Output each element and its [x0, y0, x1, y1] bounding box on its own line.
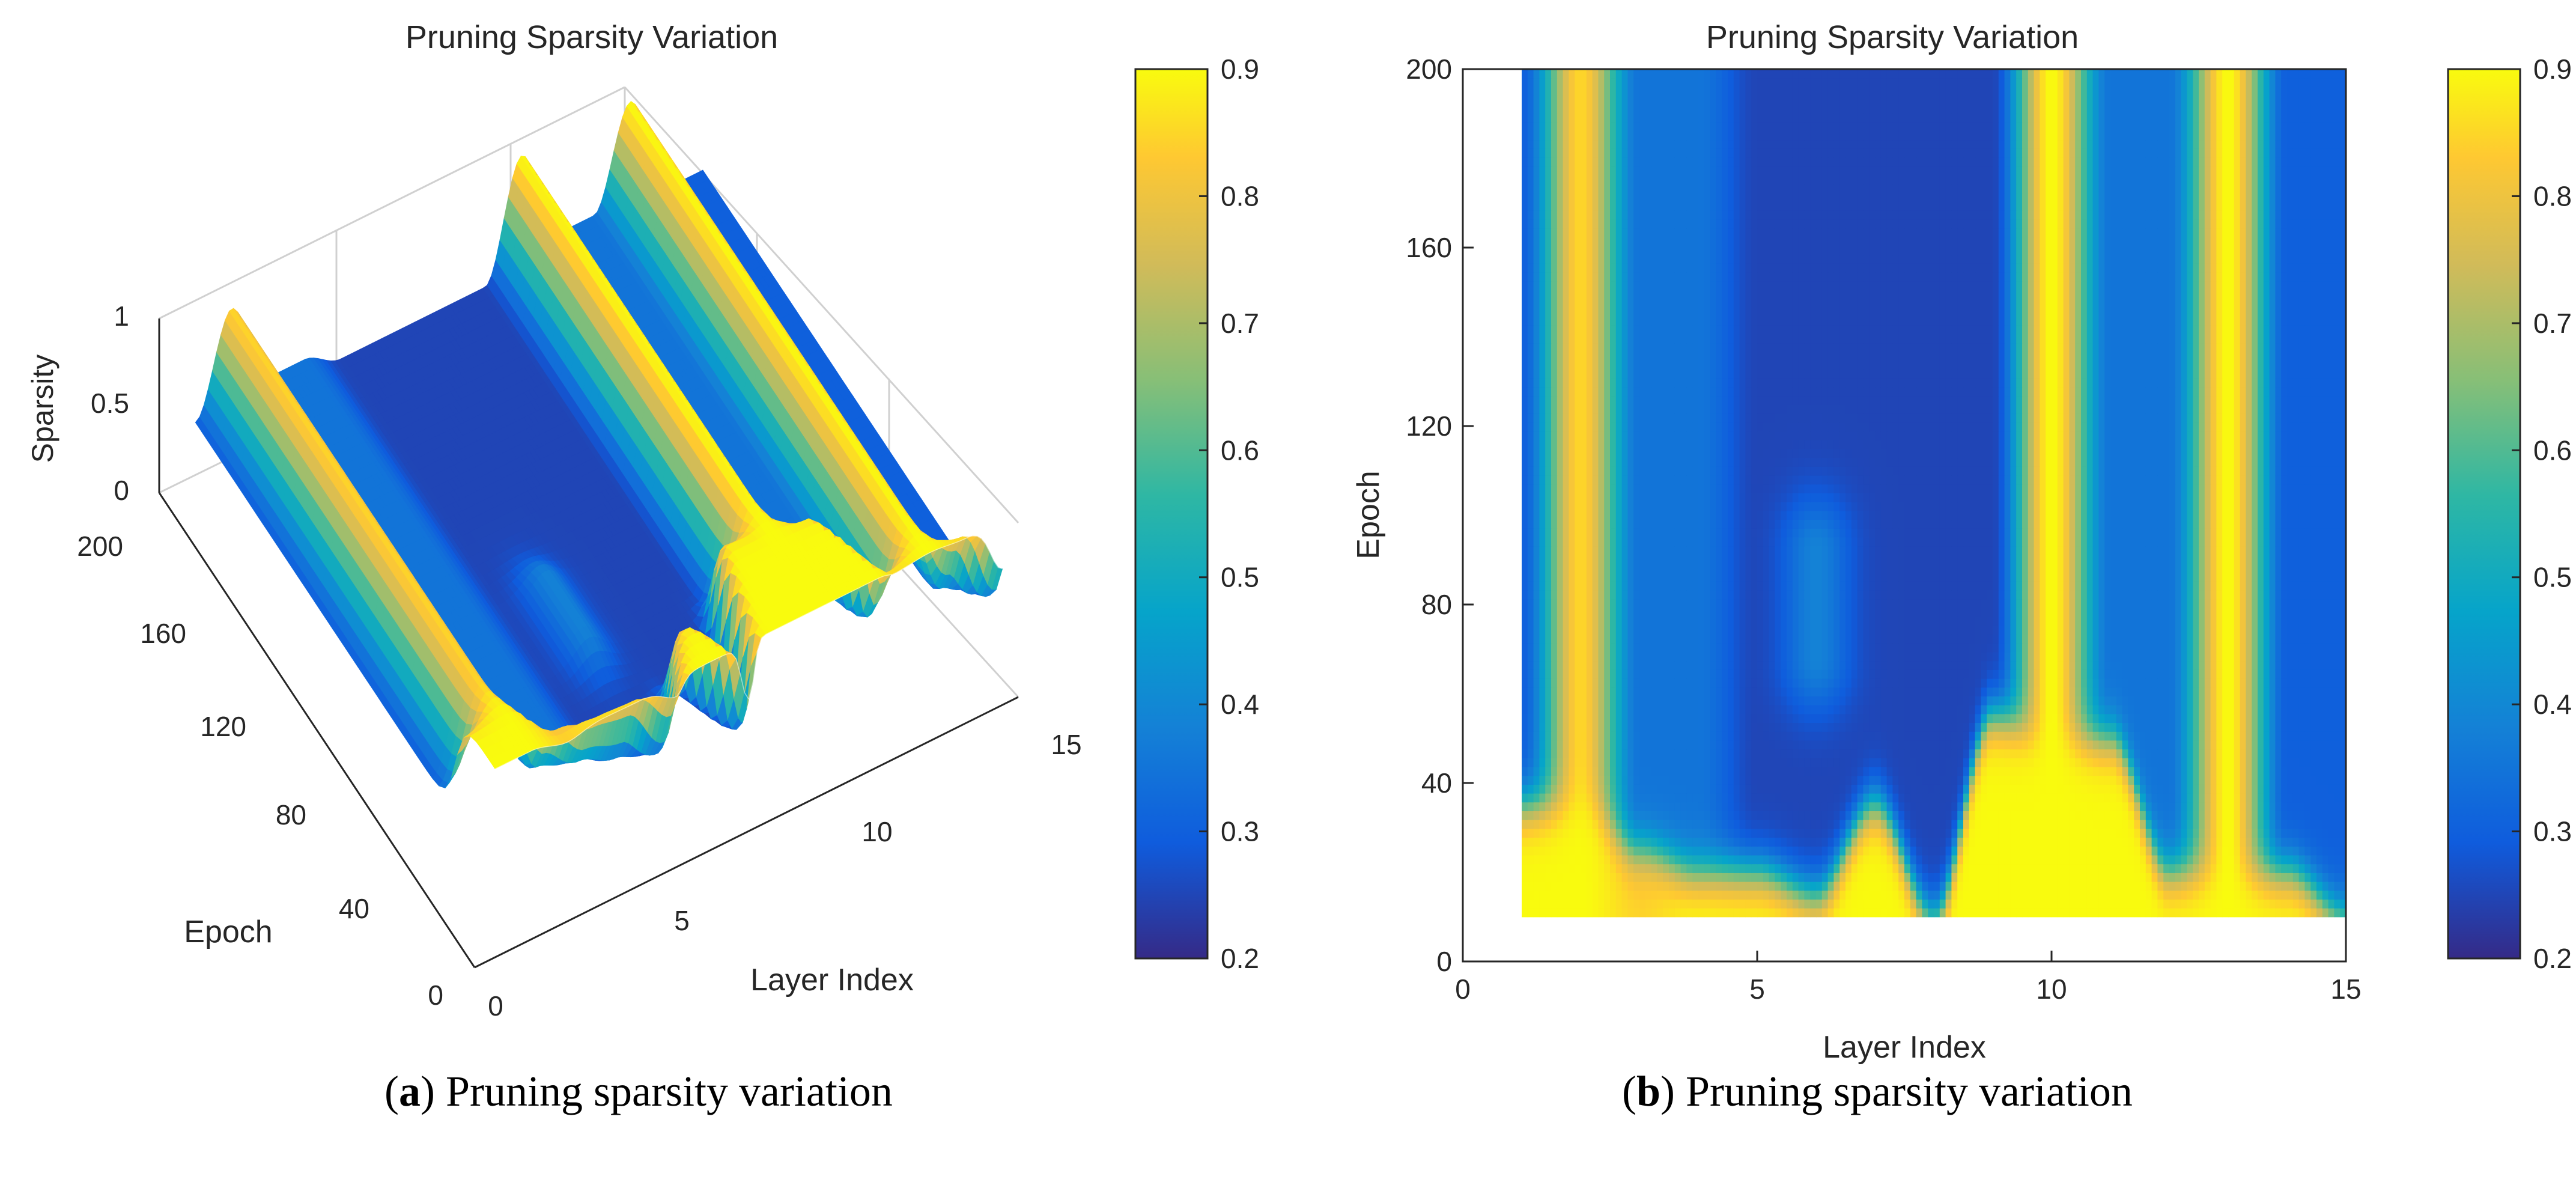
- chart-a-title: Pruning Sparsity Variation: [406, 19, 778, 55]
- chart-a-surface: [195, 100, 1003, 788]
- panel-a-3d-surface: Pruning Sparsity Variation 0 0.5 1: [26, 19, 1259, 1022]
